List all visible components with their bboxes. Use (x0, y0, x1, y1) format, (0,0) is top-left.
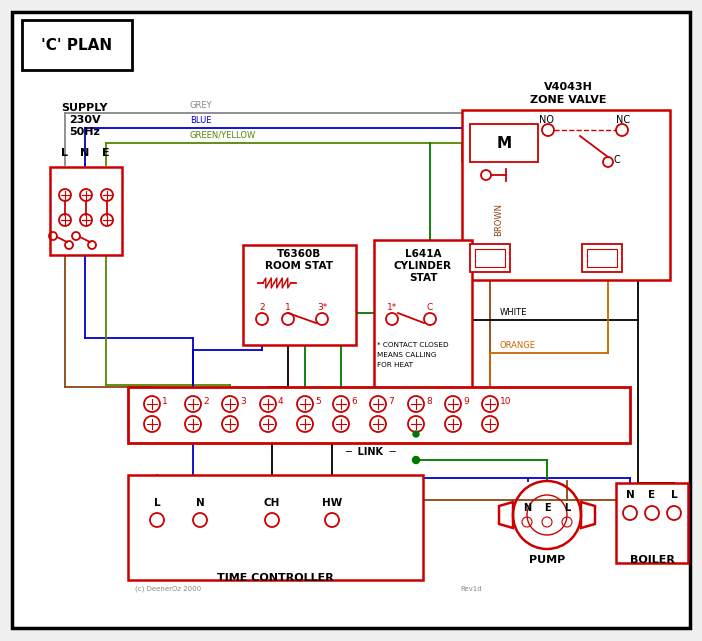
FancyBboxPatch shape (22, 20, 132, 70)
Text: E: E (543, 503, 550, 513)
Text: C: C (427, 303, 433, 312)
FancyBboxPatch shape (12, 12, 690, 628)
Circle shape (413, 431, 419, 437)
Text: 5: 5 (315, 397, 321, 406)
Text: N: N (523, 503, 531, 513)
FancyBboxPatch shape (475, 249, 505, 267)
Text: 3: 3 (240, 397, 246, 406)
FancyBboxPatch shape (50, 167, 122, 255)
FancyBboxPatch shape (470, 124, 538, 162)
FancyBboxPatch shape (128, 387, 630, 443)
Text: 1: 1 (162, 397, 168, 406)
Text: M: M (496, 135, 512, 151)
Text: PUMP: PUMP (529, 555, 565, 565)
Text: 1*: 1* (387, 303, 397, 312)
Text: ZONE VALVE: ZONE VALVE (530, 95, 607, 105)
Text: E: E (102, 148, 110, 158)
Text: T6360B: T6360B (277, 249, 321, 259)
Text: L641A: L641A (405, 249, 442, 259)
Text: 230V: 230V (69, 115, 101, 125)
Text: 2: 2 (203, 397, 208, 406)
Text: STAT: STAT (409, 273, 437, 283)
Text: NO: NO (540, 115, 555, 125)
FancyBboxPatch shape (374, 240, 472, 390)
Text: GREY: GREY (190, 101, 213, 110)
Text: TIME CONTROLLER: TIME CONTROLLER (217, 573, 333, 583)
Text: HW: HW (322, 498, 342, 508)
FancyBboxPatch shape (616, 483, 688, 563)
Text: 'C' PLAN: 'C' PLAN (41, 38, 112, 53)
Text: E: E (649, 490, 656, 500)
Circle shape (413, 456, 420, 463)
Text: * CONTACT CLOSED: * CONTACT CLOSED (377, 342, 449, 348)
Text: L: L (564, 503, 570, 513)
Text: CH: CH (264, 498, 280, 508)
Text: 3*: 3* (317, 303, 327, 312)
Text: SUPPLY: SUPPLY (62, 103, 108, 113)
Text: (c) DeenerOz 2000: (c) DeenerOz 2000 (135, 586, 201, 592)
FancyBboxPatch shape (462, 110, 670, 280)
Text: 7: 7 (388, 397, 394, 406)
FancyBboxPatch shape (128, 475, 423, 580)
Text: L: L (62, 148, 69, 158)
Text: 8: 8 (426, 397, 432, 406)
Text: 4: 4 (278, 397, 284, 406)
FancyBboxPatch shape (582, 244, 622, 272)
FancyBboxPatch shape (587, 249, 617, 267)
Text: ROOM STAT: ROOM STAT (265, 261, 333, 271)
Text: ORANGE: ORANGE (500, 341, 536, 350)
Text: ─  LINK  ─: ─ LINK ─ (345, 447, 395, 457)
Text: 10: 10 (500, 397, 512, 406)
Text: N: N (625, 490, 635, 500)
Text: FOR HEAT: FOR HEAT (377, 362, 413, 368)
Text: NC: NC (616, 115, 630, 125)
Text: 9: 9 (463, 397, 469, 406)
Text: L: L (154, 498, 160, 508)
Text: BOILER: BOILER (630, 555, 675, 565)
Text: MEANS CALLING: MEANS CALLING (377, 352, 437, 358)
Text: GREEN/YELLOW: GREEN/YELLOW (190, 131, 256, 140)
Text: 50Hz: 50Hz (69, 127, 100, 137)
FancyBboxPatch shape (243, 245, 356, 345)
Text: CYLINDER: CYLINDER (394, 261, 452, 271)
Text: 1: 1 (285, 303, 291, 312)
Text: V4043H: V4043H (543, 82, 592, 92)
Text: L: L (670, 490, 677, 500)
Text: C: C (614, 155, 621, 165)
Text: WHITE: WHITE (500, 308, 527, 317)
Text: BROWN: BROWN (494, 203, 503, 237)
Text: 6: 6 (351, 397, 357, 406)
Text: BLUE: BLUE (190, 116, 211, 125)
Text: Rev1d: Rev1d (460, 586, 482, 592)
Text: N: N (80, 148, 90, 158)
Text: 2: 2 (259, 303, 265, 312)
Text: N: N (196, 498, 204, 508)
FancyBboxPatch shape (470, 244, 510, 272)
